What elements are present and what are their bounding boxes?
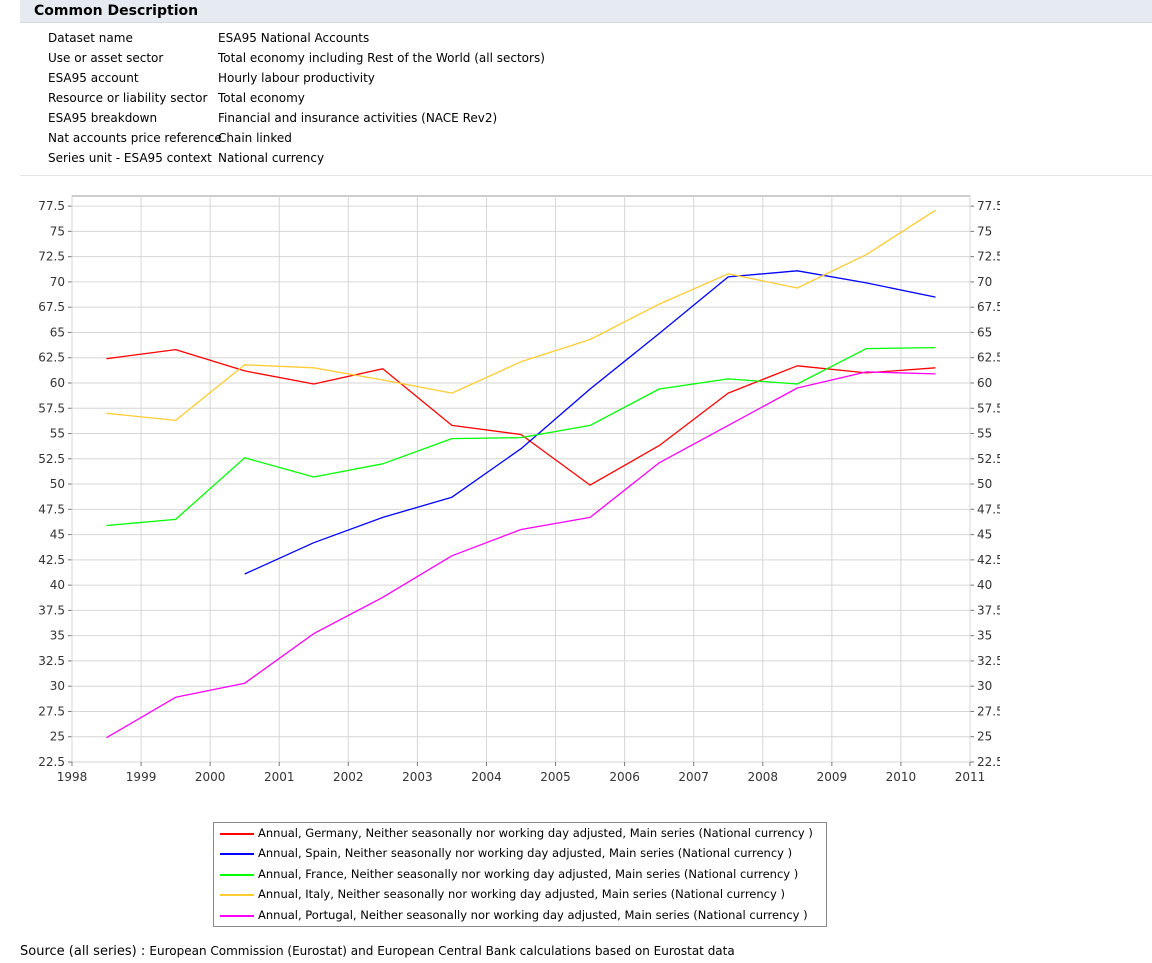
- y-tick-label: 52.5: [38, 452, 65, 466]
- y-tick-label-right: 35: [977, 629, 992, 643]
- description-value: Total economy: [218, 91, 305, 105]
- x-tick-label: 2009: [817, 770, 848, 784]
- x-tick-label: 2006: [609, 770, 640, 784]
- legend-label: Annual, France, Neither seasonally nor w…: [258, 867, 799, 881]
- y-tick-label-right: 25: [977, 730, 992, 744]
- y-tick-label-right: 57.5: [977, 401, 1000, 415]
- plot-area: [71, 195, 971, 763]
- x-tick-label: 1999: [126, 770, 157, 784]
- legend-swatch: [220, 894, 254, 896]
- legend-swatch: [220, 853, 254, 855]
- source-note: Source (all series) : European Commissio…: [20, 944, 735, 959]
- y-tick-label-right: 50: [977, 477, 992, 491]
- description-label: ESA95 account: [48, 71, 139, 85]
- description-label: Nat accounts price reference: [48, 131, 222, 145]
- y-tick-label: 72.5: [38, 250, 65, 264]
- y-tick-label: 30: [50, 679, 65, 693]
- y-tick-label-right: 62.5: [977, 351, 1000, 365]
- x-tick-label: 2001: [264, 770, 295, 784]
- y-tick-label: 25: [50, 730, 65, 744]
- y-tick-label: 37.5: [38, 603, 65, 617]
- source-label: Source (all series) :: [20, 944, 146, 959]
- series-line-2: [106, 346, 936, 527]
- y-tick-label: 77.5: [38, 199, 65, 213]
- y-tick-label-right: 67.5: [977, 300, 1000, 314]
- y-tick-label-right: 32.5: [977, 654, 1000, 668]
- x-tick-label: 2002: [333, 770, 364, 784]
- legend-swatch: [220, 915, 254, 917]
- legend-label: Annual, Germany, Neither seasonally nor …: [258, 826, 813, 840]
- y-tick-label: 22.5: [38, 755, 65, 769]
- y-tick-label: 50: [50, 477, 65, 491]
- description-value: Hourly labour productivity: [218, 71, 375, 85]
- x-tick-label: 2011: [955, 770, 986, 784]
- description-title: Common Description: [34, 3, 199, 19]
- y-tick-label-right: 72.5: [977, 250, 1000, 264]
- x-tick-label: 2010: [886, 770, 917, 784]
- y-tick-label-right: 47.5: [977, 502, 1000, 516]
- y-tick-label: 42.5: [38, 553, 65, 567]
- x-tick-label: 2000: [195, 770, 226, 784]
- y-tick-label: 32.5: [38, 654, 65, 668]
- x-tick-label: 2007: [678, 770, 709, 784]
- y-tick-label-right: 22.5: [977, 755, 1000, 769]
- x-tick-label: 2008: [747, 770, 778, 784]
- y-tick-label-right: 70: [977, 275, 992, 289]
- y-tick-label-right: 75: [977, 224, 992, 238]
- x-tick-label: 2004: [471, 770, 502, 784]
- description-value: Chain linked: [218, 131, 292, 145]
- y-tick-label-right: 52.5: [977, 452, 1000, 466]
- x-tick-label: 2005: [540, 770, 571, 784]
- y-tick-label: 62.5: [38, 351, 65, 365]
- series-line-0: [106, 348, 936, 486]
- legend-swatch: [220, 833, 254, 835]
- y-tick-label-right: 55: [977, 427, 992, 441]
- y-tick-label: 35: [50, 629, 65, 643]
- y-tick-label: 40: [50, 578, 65, 592]
- y-tick-label-right: 77.5: [977, 199, 1000, 213]
- description-value: National currency: [218, 151, 325, 165]
- x-tick-label: 2003: [402, 770, 433, 784]
- description-header: Common Description: [20, 0, 1152, 23]
- x-tick-label: 1998: [57, 770, 88, 784]
- y-tick-label: 75: [50, 224, 65, 238]
- description-value: ESA95 National Accounts: [218, 31, 370, 45]
- y-tick-label-right: 65: [977, 325, 992, 339]
- y-tick-label-right: 37.5: [977, 603, 1000, 617]
- description-table: Dataset name ESA95 National Accounts Use…: [20, 23, 1152, 176]
- y-tick-label: 67.5: [38, 300, 65, 314]
- y-tick-label: 57.5: [38, 401, 65, 415]
- series-line-3: [106, 209, 936, 422]
- description-label: Resource or liability sector: [48, 91, 208, 105]
- series-line-1: [244, 270, 936, 575]
- description-label: Series unit - ESA95 context: [48, 151, 212, 165]
- y-tick-label-right: 40: [977, 578, 992, 592]
- y-tick-label-right: 27.5: [977, 704, 1000, 718]
- line-chart: 22.5 22.5 25 25 27.5 27.5 30 30 32.5 32.5 35 35 37.5…: [38, 195, 1000, 784]
- description-label: ESA95 breakdown: [48, 111, 158, 125]
- y-tick-label-right: 45: [977, 528, 992, 542]
- chart-legend: Annual, Germany, Neither seasonally nor …: [213, 822, 827, 927]
- y-tick-label-right: 30: [977, 679, 992, 693]
- description-label: Use or asset sector: [48, 51, 164, 65]
- y-tick-label-right: 42.5: [977, 553, 1000, 567]
- legend-label: Annual, Spain, Neither seasonally nor wo…: [258, 846, 793, 860]
- y-tick-label: 55: [50, 427, 65, 441]
- legend-label: Annual, Italy, Neither seasonally nor wo…: [258, 887, 785, 901]
- y-tick-label: 45: [50, 528, 65, 542]
- description-value: Financial and insurance activities (NACE…: [218, 111, 498, 125]
- y-tick-label-right: 60: [977, 376, 992, 390]
- legend-label: Annual, Portugal, Neither seasonally nor…: [258, 908, 808, 922]
- y-tick-label: 47.5: [38, 502, 65, 516]
- y-tick-label: 27.5: [38, 704, 65, 718]
- description-label: Dataset name: [48, 31, 133, 45]
- legend-swatch: [220, 874, 254, 876]
- y-tick-label: 65: [50, 325, 65, 339]
- series-line-4: [106, 371, 936, 739]
- description-value: Total economy including Rest of the Worl…: [218, 51, 545, 65]
- y-tick-label: 70: [50, 275, 65, 289]
- source-text: European Commission (Eurostat) and Europ…: [149, 944, 735, 958]
- y-tick-label: 60: [50, 376, 65, 390]
